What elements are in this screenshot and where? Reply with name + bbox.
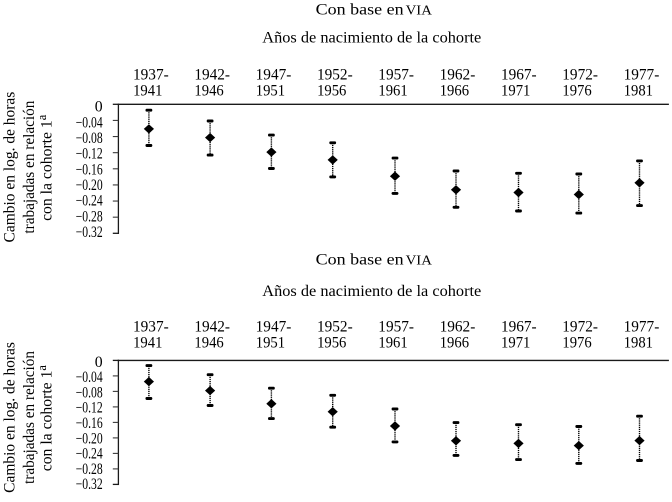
svg-text:−0.12: −0.12 bbox=[76, 400, 103, 417]
svg-text:1942-: 1942- bbox=[194, 66, 230, 83]
svg-text:−0.08: −0.08 bbox=[76, 130, 103, 147]
svg-text:VIA: VIA bbox=[406, 3, 432, 18]
svg-text:0: 0 bbox=[95, 354, 103, 371]
svg-text:1946: 1946 bbox=[194, 83, 223, 100]
svg-text:1962-: 1962- bbox=[440, 319, 476, 336]
svg-text:con la cohorte 1a: con la cohorte 1a bbox=[35, 114, 56, 221]
svg-text:trabajadas en relación: trabajadas en relación bbox=[21, 100, 38, 233]
svg-text:1952-: 1952- bbox=[317, 319, 353, 336]
svg-text:1941: 1941 bbox=[133, 335, 162, 352]
svg-text:0: 0 bbox=[95, 99, 103, 116]
svg-text:Años de nacimiento de la cohor: Años de nacimiento de la cohorte bbox=[262, 283, 481, 300]
svg-text:1977-: 1977- bbox=[624, 319, 660, 336]
svg-text:Con base en: Con base en bbox=[316, 2, 404, 19]
svg-text:1946: 1946 bbox=[194, 335, 223, 352]
svg-text:1972-: 1972- bbox=[562, 319, 598, 336]
svg-text:Con base en: Con base en bbox=[316, 252, 404, 269]
svg-text:1951: 1951 bbox=[256, 83, 285, 100]
svg-text:−0.32: −0.32 bbox=[76, 224, 103, 241]
svg-text:1961: 1961 bbox=[378, 335, 407, 352]
svg-text:1981: 1981 bbox=[624, 83, 653, 100]
svg-text:1957-: 1957- bbox=[378, 319, 414, 336]
svg-text:con la cohorte 1a: con la cohorte 1a bbox=[35, 365, 56, 472]
svg-text:1976: 1976 bbox=[562, 335, 591, 352]
svg-text:1947-: 1947- bbox=[256, 319, 292, 336]
svg-text:−0.24: −0.24 bbox=[76, 193, 103, 210]
svg-text:−0.20: −0.20 bbox=[76, 177, 103, 194]
svg-text:1967-: 1967- bbox=[501, 66, 537, 83]
svg-text:−0.20: −0.20 bbox=[76, 430, 103, 447]
svg-text:−0.08: −0.08 bbox=[76, 384, 103, 401]
svg-text:1977-: 1977- bbox=[624, 66, 660, 83]
svg-text:1961: 1961 bbox=[378, 83, 407, 100]
svg-text:1947-: 1947- bbox=[256, 66, 292, 83]
svg-text:1971: 1971 bbox=[501, 335, 530, 352]
svg-text:−0.28: −0.28 bbox=[76, 461, 103, 478]
svg-text:1952-: 1952- bbox=[317, 66, 353, 83]
svg-text:1942-: 1942- bbox=[194, 319, 230, 336]
svg-text:1956: 1956 bbox=[317, 335, 346, 352]
svg-text:−0.32: −0.32 bbox=[76, 476, 103, 493]
svg-text:Años de nacimiento de la cohor: Años de nacimiento de la cohorte bbox=[262, 30, 481, 47]
svg-text:1966: 1966 bbox=[440, 335, 469, 352]
svg-text:1941: 1941 bbox=[133, 83, 162, 100]
svg-text:1962-: 1962- bbox=[440, 66, 476, 83]
svg-text:1967-: 1967- bbox=[501, 319, 537, 336]
svg-text:1972-: 1972- bbox=[562, 66, 598, 83]
svg-text:1937-: 1937- bbox=[133, 319, 169, 336]
svg-text:Cambio en log. de horas: Cambio en log. de horas bbox=[2, 342, 19, 493]
svg-text:−0.16: −0.16 bbox=[76, 415, 103, 432]
svg-text:−0.04: −0.04 bbox=[76, 114, 103, 131]
svg-text:Cambio en log. de horas: Cambio en log. de horas bbox=[2, 92, 19, 243]
svg-text:1971: 1971 bbox=[501, 83, 530, 100]
svg-text:VIA: VIA bbox=[406, 253, 432, 268]
svg-text:−0.12: −0.12 bbox=[76, 146, 103, 163]
svg-text:−0.24: −0.24 bbox=[76, 446, 103, 463]
svg-text:1956: 1956 bbox=[317, 83, 346, 100]
svg-text:1937-: 1937- bbox=[133, 66, 169, 83]
svg-text:1951: 1951 bbox=[256, 335, 285, 352]
svg-text:trabajadas en relación: trabajadas en relación bbox=[21, 351, 38, 484]
svg-text:1957-: 1957- bbox=[378, 66, 414, 83]
svg-text:1966: 1966 bbox=[440, 83, 469, 100]
svg-text:1981: 1981 bbox=[624, 335, 653, 352]
svg-text:1976: 1976 bbox=[562, 83, 591, 100]
svg-text:−0.04: −0.04 bbox=[76, 369, 103, 386]
svg-text:−0.16: −0.16 bbox=[76, 161, 103, 178]
svg-text:−0.28: −0.28 bbox=[76, 208, 103, 225]
